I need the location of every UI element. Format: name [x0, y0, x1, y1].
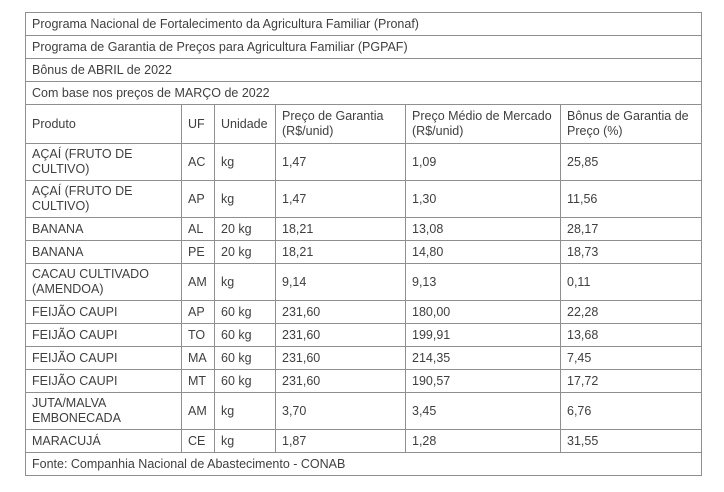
- cell-bonus: 28,17: [559, 217, 703, 241]
- cell-produto: BANANA: [25, 217, 182, 241]
- col-header-produto: Produto: [25, 104, 182, 144]
- cell-uf: AP: [181, 300, 215, 324]
- table-row: AÇAÍ (FRUTO DE CULTIVO) AC kg 1,47 1,09 …: [25, 143, 703, 181]
- bonus-month-label: Bônus de ABRIL de 2022: [24, 58, 703, 82]
- cell-preco-medio: 190,57: [405, 369, 561, 393]
- cell-bonus: 31,55: [559, 429, 703, 453]
- table-row: FEIJÃO CAUPI MA 60 kg 231,60 214,35 7,45: [25, 346, 703, 370]
- cell-bonus: 0,11: [559, 263, 703, 301]
- cell-preco-garantia: 231,60: [275, 369, 406, 393]
- cell-uf: CE: [181, 429, 215, 453]
- cell-uf: AP: [181, 180, 215, 218]
- cell-produto: CACAU CULTIVADO (AMENDOA): [25, 263, 182, 301]
- table-title-row: Programa de Garantia de Preços para Agri…: [24, 35, 703, 59]
- cell-preco-garantia: 9,14: [275, 263, 406, 301]
- cell-uf: MA: [181, 346, 215, 370]
- cell-preco-garantia: 231,60: [275, 300, 406, 324]
- cell-preco-medio: 199,91: [405, 323, 561, 347]
- cell-uf: TO: [181, 323, 215, 347]
- cell-produto: MARACUJÁ: [25, 429, 182, 453]
- cell-unidade: 20 kg: [214, 240, 276, 264]
- table-row: FEIJÃO CAUPI TO 60 kg 231,60 199,91 13,6…: [25, 323, 703, 347]
- cell-produto: FEIJÃO CAUPI: [25, 346, 182, 370]
- cell-uf: AM: [181, 263, 215, 301]
- cell-unidade: kg: [214, 392, 276, 430]
- column-header-row: Produto UF Unidade Preço de Garantia (R$…: [25, 104, 703, 144]
- cell-preco-medio: 14,80: [405, 240, 561, 264]
- cell-preco-medio: 1,09: [405, 143, 561, 181]
- cell-unidade: kg: [214, 429, 276, 453]
- cell-uf: PE: [181, 240, 215, 264]
- cell-unidade: kg: [214, 143, 276, 181]
- col-header-preco-medio-mercado: Preço Médio de Mercado (R$/unid): [405, 104, 561, 144]
- table-row: CACAU CULTIVADO (AMENDOA) AM kg 9,14 9,1…: [25, 263, 703, 301]
- cell-unidade: kg: [214, 180, 276, 218]
- table-row: FEIJÃO CAUPI AP 60 kg 231,60 180,00 22,2…: [25, 300, 703, 324]
- program-title-pgpaf: Programa de Garantia de Preços para Agri…: [24, 35, 703, 59]
- table-footer-row: Fonte: Companhia Nacional de Abastecimen…: [24, 452, 703, 476]
- cell-unidade: 60 kg: [214, 323, 276, 347]
- col-header-bonus-garantia: Bônus de Garantia de Preço (%): [559, 104, 703, 144]
- cell-produto: JUTA/MALVA EMBONECADA: [25, 392, 182, 430]
- table-row: BANANA AL 20 kg 18,21 13,08 28,17: [25, 217, 703, 241]
- cell-unidade: 60 kg: [214, 300, 276, 324]
- cell-bonus: 22,28: [559, 300, 703, 324]
- cell-bonus: 7,45: [559, 346, 703, 370]
- cell-produto: AÇAÍ (FRUTO DE CULTIVO): [25, 143, 182, 181]
- cell-unidade: 60 kg: [214, 369, 276, 393]
- table-row: FEIJÃO CAUPI MT 60 kg 231,60 190,57 17,7…: [25, 369, 703, 393]
- table-row: MARACUJÁ CE kg 1,87 1,28 31,55: [25, 429, 703, 453]
- cell-produto: AÇAÍ (FRUTO DE CULTIVO): [25, 180, 182, 218]
- cell-preco-garantia: 1,87: [275, 429, 406, 453]
- cell-preco-garantia: 231,60: [275, 346, 406, 370]
- col-header-preco-garantia: Preço de Garantia (R$/unid): [275, 104, 406, 144]
- table-title-row: Com base nos preços de MARÇO de 2022: [24, 81, 703, 105]
- cell-preco-garantia: 231,60: [275, 323, 406, 347]
- cell-bonus: 13,68: [559, 323, 703, 347]
- cell-preco-garantia: 3,70: [275, 392, 406, 430]
- cell-bonus: 11,56: [559, 180, 703, 218]
- cell-preco-garantia: 1,47: [275, 180, 406, 218]
- cell-bonus: 18,73: [559, 240, 703, 264]
- cell-bonus: 25,85: [559, 143, 703, 181]
- table-row: BANANA PE 20 kg 18,21 14,80 18,73: [25, 240, 703, 264]
- cell-preco-medio: 9,13: [405, 263, 561, 301]
- pgpaf-table: Programa Nacional de Fortalecimento da A…: [24, 12, 703, 476]
- table-row: AÇAÍ (FRUTO DE CULTIVO) AP kg 1,47 1,30 …: [25, 180, 703, 218]
- cell-uf: MT: [181, 369, 215, 393]
- source-note: Fonte: Companhia Nacional de Abastecimen…: [24, 452, 703, 476]
- cell-bonus: 17,72: [559, 369, 703, 393]
- cell-produto: FEIJÃO CAUPI: [25, 323, 182, 347]
- cell-unidade: 20 kg: [214, 217, 276, 241]
- cell-uf: AC: [181, 143, 215, 181]
- cell-preco-medio: 1,28: [405, 429, 561, 453]
- cell-preco-medio: 214,35: [405, 346, 561, 370]
- cell-preco-garantia: 18,21: [275, 240, 406, 264]
- table-title-row: Programa Nacional de Fortalecimento da A…: [24, 12, 703, 36]
- cell-preco-medio: 1,30: [405, 180, 561, 218]
- cell-preco-medio: 13,08: [405, 217, 561, 241]
- cell-produto: BANANA: [25, 240, 182, 264]
- cell-preco-garantia: 18,21: [275, 217, 406, 241]
- cell-produto: FEIJÃO CAUPI: [25, 300, 182, 324]
- cell-preco-garantia: 1,47: [275, 143, 406, 181]
- cell-bonus: 6,76: [559, 392, 703, 430]
- cell-unidade: kg: [214, 263, 276, 301]
- cell-preco-medio: 180,00: [405, 300, 561, 324]
- table-title-row: Bônus de ABRIL de 2022: [24, 58, 703, 82]
- cell-preco-medio: 3,45: [405, 392, 561, 430]
- table-row: JUTA/MALVA EMBONECADA AM kg 3,70 3,45 6,…: [25, 392, 703, 430]
- cell-produto: FEIJÃO CAUPI: [25, 369, 182, 393]
- col-header-unidade: Unidade: [214, 104, 276, 144]
- col-header-uf: UF: [181, 104, 215, 144]
- cell-uf: AM: [181, 392, 215, 430]
- cell-unidade: 60 kg: [214, 346, 276, 370]
- cell-uf: AL: [181, 217, 215, 241]
- price-base-month-label: Com base nos preços de MARÇO de 2022: [24, 81, 703, 105]
- program-title-pronaf: Programa Nacional de Fortalecimento da A…: [24, 12, 703, 36]
